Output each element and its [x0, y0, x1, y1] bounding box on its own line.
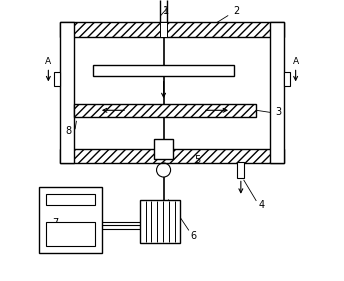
Bar [74, 104, 256, 117]
Text: 2: 2 [234, 6, 240, 16]
Bar [140, 200, 181, 243]
Bar [45, 194, 95, 205]
Text: 3: 3 [276, 107, 282, 117]
Bar [54, 72, 60, 86]
Bar [39, 187, 102, 253]
Text: 4: 4 [259, 200, 265, 210]
Bar [160, 22, 167, 37]
Text: 6: 6 [190, 231, 196, 241]
Bar [45, 222, 95, 246]
Bar [237, 162, 244, 178]
Bar [60, 22, 74, 163]
Bar [270, 22, 284, 163]
Text: 1: 1 [163, 6, 170, 16]
Bar [60, 22, 284, 37]
Bar [154, 139, 173, 159]
Bar [93, 65, 234, 76]
Bar [284, 72, 290, 86]
Text: A: A [293, 57, 299, 66]
Text: A: A [45, 57, 51, 66]
Bar [60, 149, 284, 163]
Text: 8: 8 [65, 126, 71, 136]
Text: 7: 7 [52, 218, 58, 228]
Text: 5: 5 [194, 155, 201, 165]
